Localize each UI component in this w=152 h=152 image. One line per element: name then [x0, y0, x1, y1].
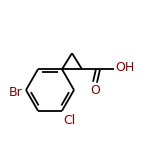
Text: OH: OH	[115, 61, 134, 74]
Text: Br: Br	[9, 86, 23, 100]
Text: O: O	[90, 84, 100, 97]
Text: Cl: Cl	[63, 114, 75, 127]
